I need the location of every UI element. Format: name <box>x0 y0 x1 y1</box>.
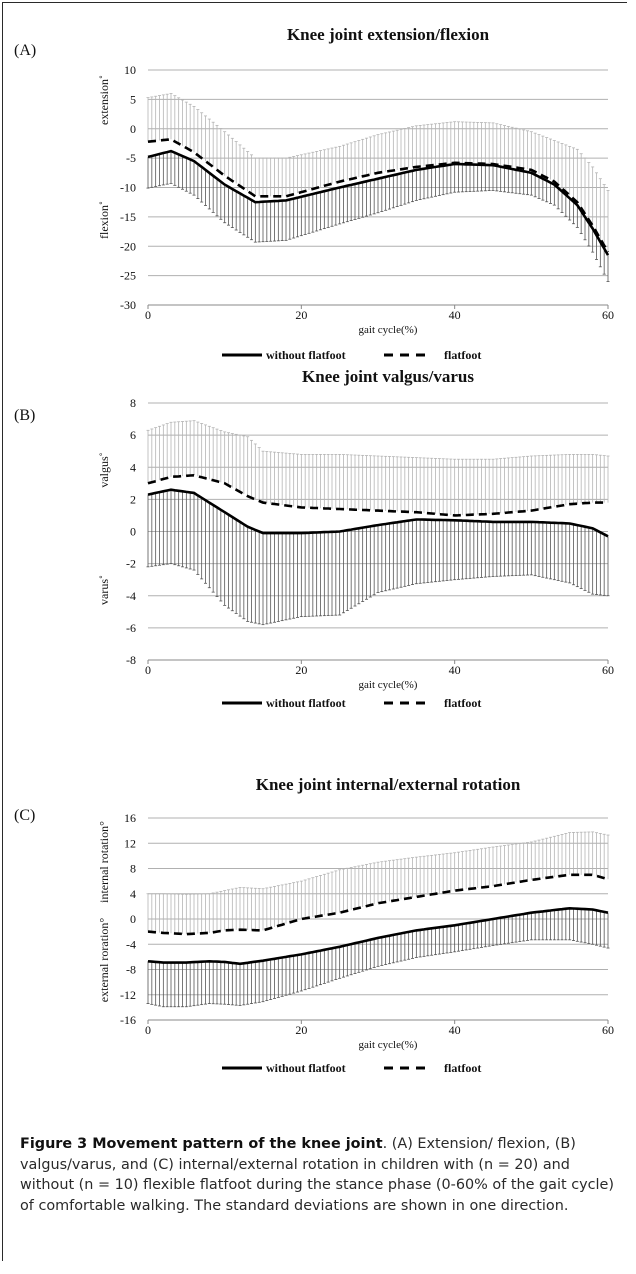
panel-a-ytick-label: 5 <box>130 92 136 106</box>
panel-b-label: (B) <box>14 407 35 424</box>
panel-b-ytick-label: 0 <box>130 525 136 539</box>
panel-c-series-without-flatfoot <box>147 906 609 966</box>
panel-a-legend-label-without: without flatfoot <box>266 348 346 362</box>
panel-b-ylabel-lower: varus˚ <box>97 575 111 605</box>
panel-c-ytick-label: 8 <box>130 862 136 876</box>
panel-a-ytick-label: 0 <box>130 122 136 136</box>
panel-b-ytick-label: -4 <box>126 589 136 603</box>
panel-b-xtick-label: 0 <box>145 663 151 677</box>
panel-b-ytick-label: 8 <box>130 396 136 410</box>
panel-b-xtick-label: 60 <box>602 663 614 677</box>
caption-title: Figure 3 Movement pattern of the knee jo… <box>20 1136 383 1152</box>
panel-c-xtick-label: 60 <box>602 1023 614 1037</box>
panel-a-xlabel: gait cycle(%) <box>359 324 418 336</box>
panel-b-series-without-flatfoot <box>147 488 609 538</box>
panel-c-legend-label-flatfoot: flatfoot <box>444 1061 481 1075</box>
panel-b-ytick-label: 4 <box>130 460 136 474</box>
panel-c-ytick-label: 4 <box>130 887 136 901</box>
panel-b-title: Knee joint valgus/varus <box>302 367 474 386</box>
panel-a-legend-label-flatfoot: flatfoot <box>444 348 481 362</box>
panel-c-ylabel-lower: external roration° <box>97 918 111 1003</box>
panel-c-title: Knee joint internal/external rotation <box>256 775 521 794</box>
panel-b-legend-label-without: without flatfoot <box>266 696 346 710</box>
panel-a-ytick-label: -10 <box>120 181 136 195</box>
panel-a-ylabel-lower: flexion˚ <box>97 201 111 239</box>
figure-3-chart-area: Knee joint extension/flexion(A)-30-25-20… <box>14 25 614 1075</box>
panel-c-ytick-label: 16 <box>124 811 136 825</box>
panel-a-series-flatfoot <box>147 137 610 253</box>
panel-a-series-without-flatfoot <box>147 149 610 256</box>
panel-c-xtick-label: 0 <box>145 1023 151 1037</box>
panel-c-legend-label-without: without flatfoot <box>266 1061 346 1075</box>
panel-a-ytick-label: -5 <box>126 151 136 165</box>
panel-b-ytick-label: -2 <box>126 557 136 571</box>
figure-caption: Figure 3 Movement pattern of the knee jo… <box>20 1134 622 1216</box>
panel-a-ytick-label: -20 <box>120 239 136 253</box>
panel-a-title: Knee joint extension/flexion <box>287 25 490 44</box>
panel-a-xtick-label: 60 <box>602 308 614 322</box>
panel-c-ylabel-upper: internal rotation° <box>97 821 111 903</box>
panel-a-ytick-label: 10 <box>124 63 136 77</box>
panel-c-ytick-label: -4 <box>126 937 136 951</box>
panel-a-ytick-label: -15 <box>120 210 136 224</box>
panel-c-ytick-label: -8 <box>126 963 136 977</box>
panel-b-xtick-label: 20 <box>295 663 307 677</box>
panel-a-ytick-label: -30 <box>120 298 136 312</box>
panel-c-xtick-label: 20 <box>295 1023 307 1037</box>
panel-b-ylabel-upper: valgus˚ <box>97 452 111 487</box>
panel-c-label: (C) <box>14 807 35 824</box>
panel-c-xtick-label: 40 <box>449 1023 461 1037</box>
panel-b-ytick-label: 2 <box>130 492 136 506</box>
panel-c-ytick-label: 12 <box>124 836 136 850</box>
panel-b-xlabel: gait cycle(%) <box>359 679 418 691</box>
panel-a-ylabel-upper: extension˚ <box>97 75 111 125</box>
panel-c-ytick-label: -16 <box>120 1013 136 1027</box>
panel-a-ytick-label: -25 <box>120 269 136 283</box>
panel-b-ytick-label: 6 <box>130 428 136 442</box>
panel-a-xtick-label: 20 <box>295 308 307 322</box>
caption-body: . (A) Extension/ flexion, (B) valgus/var… <box>20 1136 615 1214</box>
figure-frame <box>2 2 627 1261</box>
panel-b-ytick-label: -6 <box>126 621 136 635</box>
panel-b-ytick-label: -8 <box>126 653 136 667</box>
panel-b-legend-label-flatfoot: flatfoot <box>444 696 481 710</box>
panel-c-ytick-label: 0 <box>130 912 136 926</box>
panel-b-series-flatfoot <box>147 473 608 517</box>
panel-a-label: (A) <box>14 42 36 59</box>
panel-c-ytick-label: -12 <box>120 988 136 1002</box>
panel-c-xlabel: gait cycle(%) <box>359 1039 418 1051</box>
panel-a-xtick-label: 40 <box>449 308 461 322</box>
panel-b-xtick-label: 40 <box>449 663 461 677</box>
panel-a-xtick-label: 0 <box>145 308 151 322</box>
